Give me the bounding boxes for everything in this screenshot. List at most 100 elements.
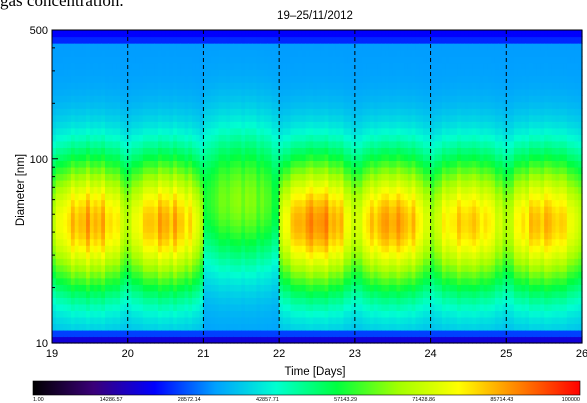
- heat-cell: [286, 284, 292, 292]
- heat-cell: [86, 69, 91, 77]
- heat-cell: [74, 43, 80, 51]
- heat-cell: [328, 62, 333, 70]
- heat-cell: [343, 271, 348, 279]
- heat-cell: [373, 297, 379, 305]
- heat-cell: [248, 43, 254, 51]
- heat-cell: [335, 160, 341, 168]
- heat-cell: [214, 95, 220, 103]
- heat-cell: [108, 297, 114, 305]
- heat-cell: [112, 336, 117, 344]
- heat-cell: [67, 212, 72, 220]
- heat-cell: [214, 127, 220, 135]
- heat-cell: [150, 166, 155, 175]
- heat-cell: [184, 225, 189, 233]
- heat-cell: [407, 329, 413, 338]
- heat-cell: [370, 336, 375, 344]
- heat-cell: [252, 219, 258, 227]
- heat-cell: [332, 238, 337, 246]
- heat-cell: [267, 264, 273, 272]
- heat-cell: [438, 43, 443, 51]
- heat-cell: [252, 56, 258, 64]
- heat-cell: [199, 336, 205, 344]
- heat-cell: [351, 153, 356, 162]
- heat-cell: [226, 193, 231, 201]
- heat-cell: [184, 186, 189, 194]
- heat-cell: [78, 271, 83, 279]
- heat-cell: [97, 206, 102, 214]
- heat-cell: [154, 69, 159, 77]
- heat-cell: [339, 134, 345, 142]
- heat-cell: [176, 323, 182, 331]
- heat-cell: [438, 147, 443, 155]
- heat-cell: [211, 199, 216, 207]
- heat-cell: [93, 232, 99, 240]
- heat-cell: [199, 179, 205, 188]
- heat-cell: [207, 336, 212, 344]
- heat-cell: [385, 82, 390, 90]
- heat-cell: [282, 212, 288, 220]
- heat-cell: [105, 264, 110, 272]
- heat-cell: [70, 329, 76, 338]
- heat-cell: [385, 88, 390, 96]
- heat-cell: [347, 153, 352, 162]
- heat-cell: [252, 303, 258, 311]
- heat-cell: [328, 179, 333, 188]
- heat-cell: [305, 101, 311, 109]
- heat-cell: [139, 258, 144, 266]
- heat-cell: [89, 225, 95, 233]
- heat-cell: [294, 30, 299, 38]
- heat-cell: [294, 290, 299, 298]
- heat-cell: [290, 316, 295, 325]
- heat-cell: [184, 329, 189, 338]
- heat-cell: [229, 160, 235, 168]
- heat-cell: [366, 186, 371, 194]
- heat-cell: [430, 258, 435, 266]
- heat-cell: [192, 82, 197, 90]
- heat-cell: [309, 30, 314, 38]
- heat-cell: [366, 251, 371, 259]
- heat-cell: [324, 140, 329, 148]
- heat-cell: [93, 153, 99, 162]
- heat-cell: [400, 101, 405, 109]
- heat-cell: [211, 69, 216, 77]
- heat-cell: [195, 101, 201, 109]
- heat-cell: [264, 82, 269, 90]
- heat-cell: [347, 303, 352, 311]
- heat-cell: [93, 121, 99, 129]
- heat-cell: [252, 251, 258, 259]
- heat-cell: [282, 199, 288, 207]
- heat-cell: [101, 271, 106, 279]
- heat-cell: [218, 297, 223, 305]
- heat-cell: [339, 95, 345, 103]
- heat-cell: [97, 134, 102, 142]
- heat-cell: [260, 75, 265, 83]
- heat-cell: [294, 114, 299, 122]
- heat-cell: [59, 82, 64, 90]
- heat-cell: [101, 49, 106, 57]
- heat-cell: [176, 303, 182, 311]
- heat-cell: [366, 88, 371, 96]
- heat-cell: [411, 69, 417, 77]
- heat-cell: [93, 264, 99, 272]
- heat-cell: [320, 219, 326, 227]
- heat-cell: [256, 114, 261, 122]
- heat-cell: [434, 245, 439, 253]
- heat-cell: [381, 316, 386, 325]
- heat-cell: [146, 88, 152, 96]
- heat-cell: [248, 303, 254, 311]
- heat-cell: [339, 186, 345, 194]
- heat-cell: [135, 290, 140, 298]
- heat-cell: [317, 147, 322, 155]
- heat-cell: [423, 43, 428, 51]
- heat-cell: [282, 121, 288, 129]
- heat-cell: [127, 258, 133, 266]
- heat-cell: [271, 56, 276, 64]
- heat-cell: [279, 127, 284, 135]
- heat-cell: [226, 290, 231, 298]
- heat-cell: [426, 316, 432, 325]
- heat-cell: [116, 166, 121, 175]
- heat-cell: [252, 232, 258, 240]
- heat-cell: [150, 238, 155, 246]
- heat-cell: [351, 30, 356, 38]
- heat-cell: [347, 134, 352, 142]
